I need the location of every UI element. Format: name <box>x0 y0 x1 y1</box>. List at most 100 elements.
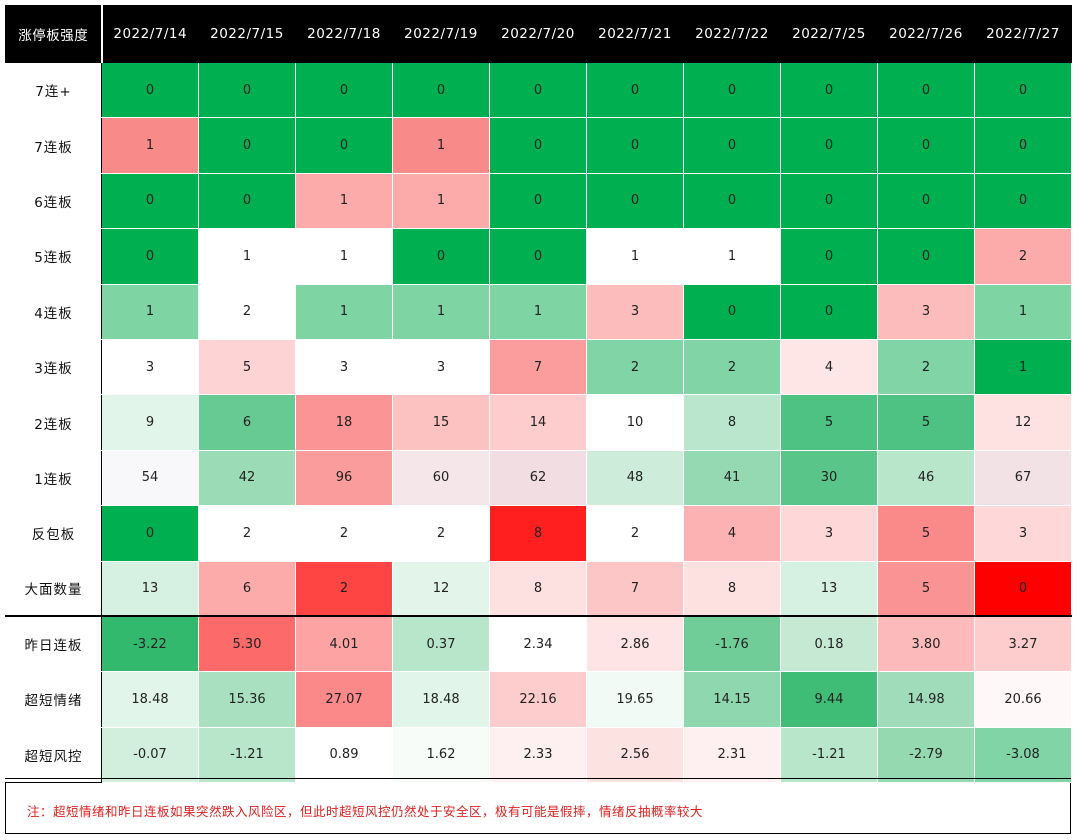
table-body: 7连+ 0 0 0 0 0 0 0 0 0 0 7连板 1 0 0 1 0 0 0 0 0 0 6连板 0 0 1 1 0 0 0 0 0 0 5… <box>5 61 1072 784</box>
date-header: 2022/7/27 <box>974 5 1072 63</box>
table-row: 6连板 0 0 1 1 0 0 0 0 0 0 <box>5 172 1072 230</box>
value-cell: 60 <box>392 449 490 507</box>
value-cell: 48 <box>586 449 684 507</box>
date-header: 2022/7/18 <box>295 5 393 63</box>
value-cell: 0 <box>101 228 199 285</box>
date-header: 2022/7/22 <box>683 5 781 63</box>
value-cell: 2.31 <box>683 726 781 784</box>
value-cell: 6 <box>198 560 296 617</box>
value-cell: 8 <box>489 560 587 617</box>
value-cell: 67 <box>974 449 1072 507</box>
value-cell: 5 <box>877 394 975 451</box>
value-cell: 2 <box>198 505 296 562</box>
value-cell: 42 <box>198 449 296 507</box>
row-label: 2连板 <box>5 394 102 451</box>
value-cell: 12 <box>392 560 490 617</box>
value-cell: 1.62 <box>392 726 490 784</box>
value-cell: 7 <box>489 338 587 396</box>
footnote-text: 注：超短情绪和昨日连板如果突然跌入风险区，但此时超短风控仍然处于安全区，极有可能… <box>27 804 704 819</box>
value-cell: 8 <box>683 394 781 451</box>
value-cell: 5 <box>877 505 975 562</box>
row-label: 1连板 <box>5 449 102 507</box>
table-row: 3连板 3 5 3 3 7 2 2 4 2 1 <box>5 338 1072 396</box>
value-cell: 0 <box>683 117 781 174</box>
value-cell: 2.34 <box>489 615 587 673</box>
value-cell: 3 <box>392 338 490 396</box>
value-cell: 0 <box>489 228 587 285</box>
value-cell: 0 <box>683 283 781 340</box>
value-cell: 1 <box>295 283 393 340</box>
value-cell: 0 <box>877 61 975 119</box>
value-cell: 1 <box>683 228 781 285</box>
value-cell: 22.16 <box>489 671 587 728</box>
value-cell: 2 <box>295 505 393 562</box>
value-cell: 12 <box>974 394 1072 451</box>
row-label: 6连板 <box>5 172 102 230</box>
value-cell: 0 <box>877 172 975 230</box>
date-header: 2022/7/19 <box>392 5 490 63</box>
value-cell: 0 <box>198 117 296 174</box>
value-cell: 18.48 <box>392 671 490 728</box>
value-cell: 2 <box>974 228 1072 285</box>
value-cell: 0 <box>877 228 975 285</box>
header-row: 涨停板强度 2022/7/14 2022/7/15 2022/7/18 2022… <box>5 5 1072 63</box>
value-cell: 7 <box>586 560 684 617</box>
value-cell: 10 <box>586 394 684 451</box>
limit-up-strength-table: 涨停板强度 2022/7/14 2022/7/15 2022/7/18 2022… <box>5 5 1072 784</box>
table-row: 5连板 0 1 1 0 0 1 1 0 0 2 <box>5 228 1072 285</box>
value-cell: 0.18 <box>780 615 878 673</box>
value-cell: 54 <box>101 449 199 507</box>
value-cell: 0 <box>877 117 975 174</box>
value-cell: 0 <box>101 505 199 562</box>
value-cell: 0 <box>392 61 490 119</box>
value-cell: 9 <box>101 394 199 451</box>
table-row: 超短情绪 18.48 15.36 27.07 18.48 22.16 19.65 14.15 9… <box>5 671 1072 728</box>
value-cell: 1 <box>489 283 587 340</box>
row-label: 超短情绪 <box>5 671 102 728</box>
value-cell: 1 <box>392 172 490 230</box>
value-cell: 0 <box>198 61 296 119</box>
value-cell: 0 <box>586 117 684 174</box>
row-label: 超短风控 <box>5 726 102 784</box>
value-cell: 4 <box>780 338 878 396</box>
value-cell: 2 <box>683 338 781 396</box>
value-cell: 0 <box>489 117 587 174</box>
value-cell: 3 <box>974 505 1072 562</box>
date-header: 2022/7/14 <box>101 5 199 63</box>
value-cell: 3 <box>295 338 393 396</box>
value-cell: 62 <box>489 449 587 507</box>
value-cell: 1 <box>101 117 199 174</box>
table-row: 超短风控 -0.07 -1.21 0.89 1.62 2.33 2.56 2.31 -1.21-… <box>5 726 1072 784</box>
date-header: 2022/7/25 <box>780 5 878 63</box>
value-cell: 3 <box>101 338 199 396</box>
value-cell: 2 <box>877 338 975 396</box>
value-cell: 2 <box>586 338 684 396</box>
row-label: 大面数量 <box>5 560 102 617</box>
value-cell: 3.27 <box>974 615 1072 673</box>
value-cell: 0.89 <box>295 726 393 784</box>
value-cell: 3 <box>780 505 878 562</box>
value-cell: 4 <box>683 505 781 562</box>
value-cell: 18 <box>295 394 393 451</box>
date-header: 2022/7/15 <box>198 5 296 63</box>
value-cell: 0 <box>295 61 393 119</box>
value-cell: 0 <box>780 283 878 340</box>
value-cell: 5 <box>780 394 878 451</box>
value-cell: 0 <box>101 172 199 230</box>
row-label: 昨日连板 <box>5 615 102 673</box>
value-cell: 13 <box>780 560 878 617</box>
value-cell: 1 <box>392 283 490 340</box>
value-cell: 2 <box>295 560 393 617</box>
value-cell: 1 <box>198 228 296 285</box>
footnote: 注：超短情绪和昨日连板如果突然跌入风险区，但此时超短风控仍然处于安全区，极有可能… <box>5 778 1071 834</box>
table-row: 反包板 0 2 2 2 8 2 4 3 5 3 <box>5 505 1072 562</box>
value-cell: -3.08 <box>974 726 1072 784</box>
value-cell: -3.22 <box>101 615 199 673</box>
date-header: 2022/7/26 <box>877 5 975 63</box>
value-cell: 15 <box>392 394 490 451</box>
value-cell: 1 <box>586 228 684 285</box>
value-cell: 0 <box>974 117 1072 174</box>
table-row: 昨日连板 -3.22 5.30 4.01 0.37 2.34 2.86 -1.76 0.18 3.… <box>5 615 1072 673</box>
row-label: 7连+ <box>5 61 102 119</box>
value-cell: 18.48 <box>101 671 199 728</box>
